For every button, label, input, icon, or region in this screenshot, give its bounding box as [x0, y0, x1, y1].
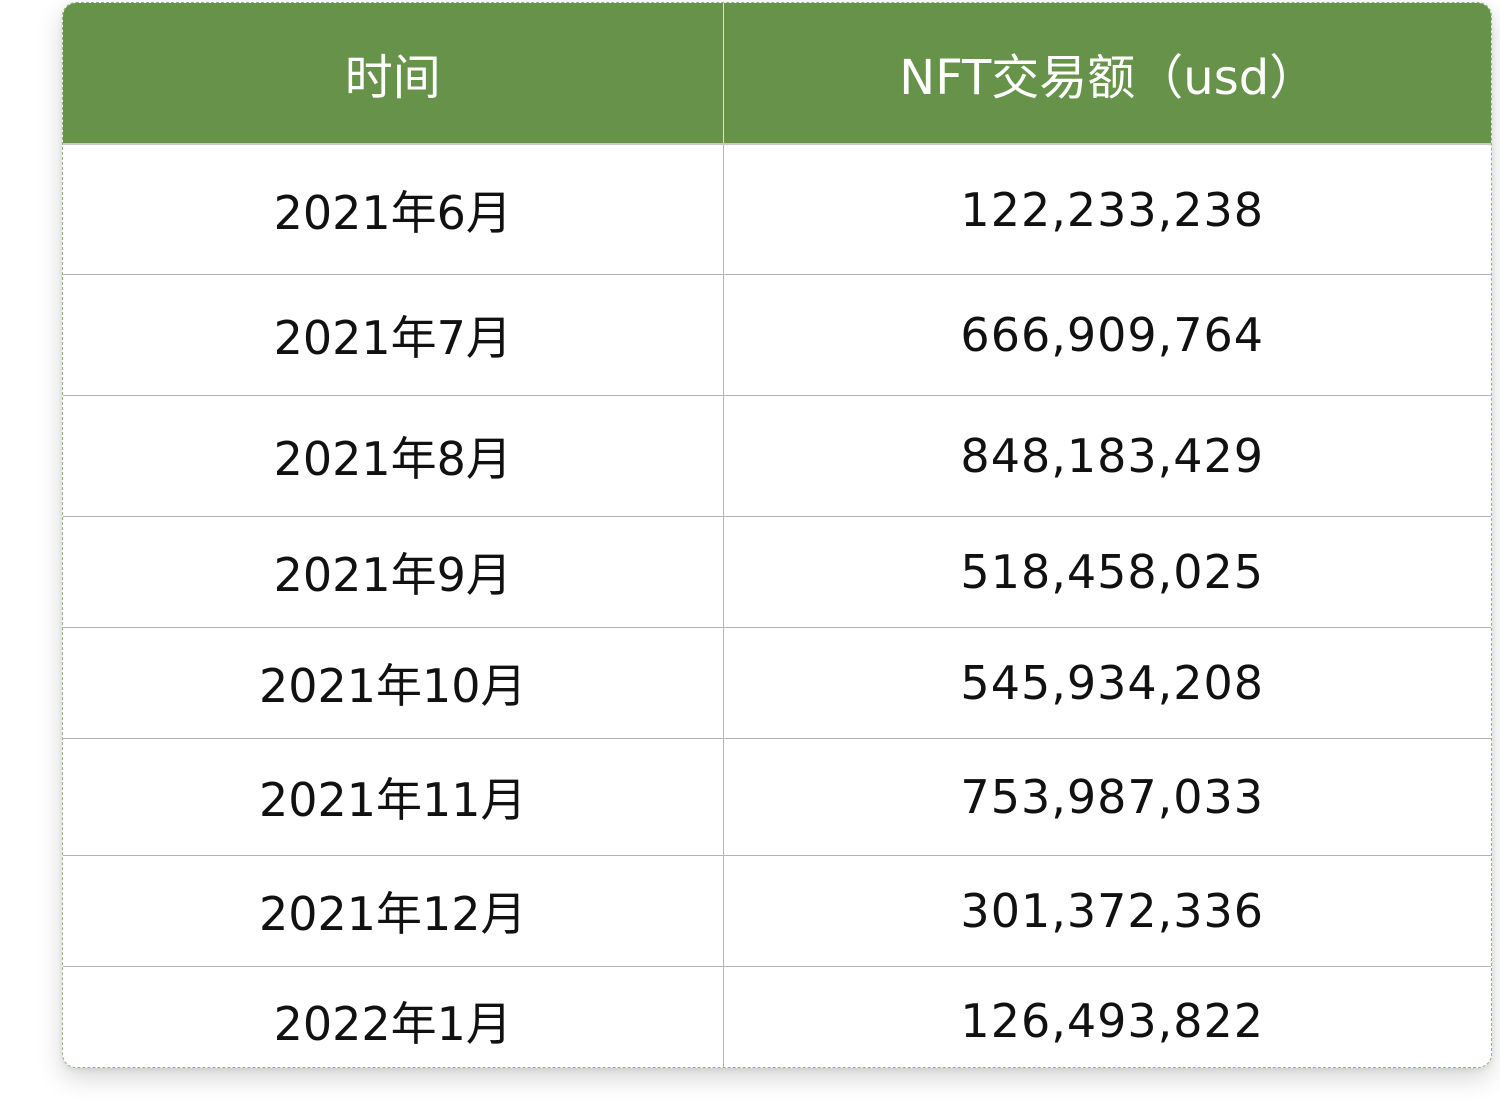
header-time: 时间	[63, 3, 724, 145]
cell-time: 2021年7月	[63, 274, 724, 396]
data-table-card: 时间 NFT交易额（usd） 2021年6月 122,233,238 2021年…	[62, 2, 1492, 1068]
cell-time: 2021年12月	[63, 855, 724, 967]
cell-time: 2021年11月	[63, 738, 724, 856]
table-row: 2021年11月 753,987,033	[63, 738, 1491, 856]
cell-time: 2022年1月	[63, 966, 724, 1067]
cell-amount: 126,493,822	[960, 994, 1265, 1048]
cell-time: 2021年10月	[63, 627, 724, 739]
table-body: 2021年6月 122,233,238 2021年7月 666,909,764 …	[63, 144, 1491, 1067]
table-row: 2021年7月 666,909,764	[63, 274, 1491, 396]
table-row: 2021年6月 122,233,238	[63, 144, 1491, 275]
cell-time: 2021年8月	[63, 395, 724, 517]
header-row: 时间 NFT交易额（usd）	[63, 3, 1491, 145]
cell-amount: 301,372,336	[723, 855, 1491, 967]
table-header: 时间 NFT交易额（usd）	[63, 3, 1491, 145]
cell-time: 2021年9月	[63, 516, 724, 628]
nft-volume-table: 时间 NFT交易额（usd） 2021年6月 122,233,238 2021年…	[63, 3, 1491, 1067]
cell-time: 2021年6月	[63, 144, 724, 275]
cell-amount: 848,183,429	[723, 395, 1491, 517]
header-nft-volume: NFT交易额（usd）	[723, 3, 1491, 145]
table-row: 2021年12月 301,372,336	[63, 855, 1491, 967]
table-row: 2021年9月 518,458,025	[63, 516, 1491, 628]
cell-amount: 753,987,033	[723, 738, 1491, 856]
cell-amount: 545,934,208	[723, 627, 1491, 739]
cell-amount: 518,458,025	[723, 516, 1491, 628]
table-row: 2021年8月 848,183,429	[63, 395, 1491, 517]
cell-amount: 666,909,764	[723, 274, 1491, 396]
cell-amount: 122,233,238	[723, 144, 1491, 275]
table-row: 2022年1月 126,493,822	[63, 966, 1491, 1067]
table-row: 2021年10月 545,934,208	[63, 627, 1491, 739]
